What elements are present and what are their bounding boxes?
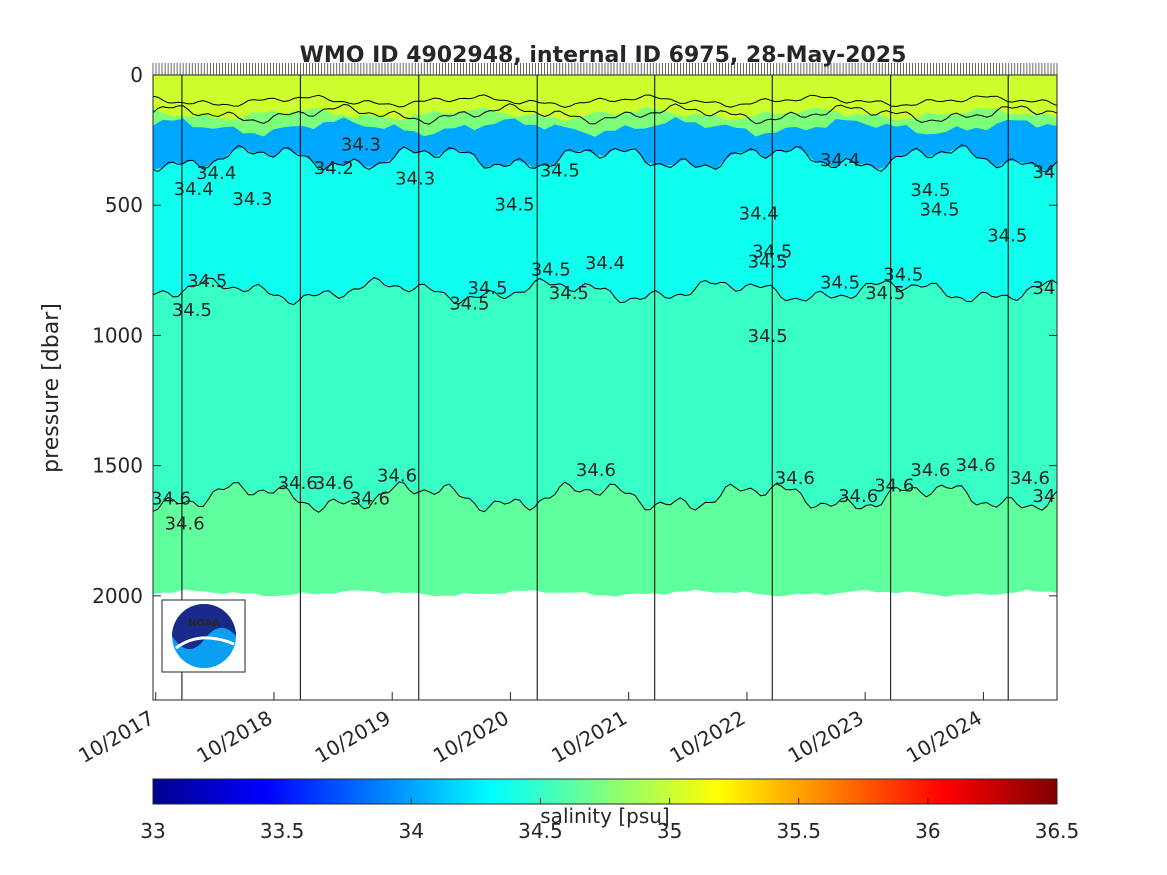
salinity-layer-34.3-34.5	[153, 146, 1057, 305]
y-tick-label: 1000	[92, 323, 143, 347]
contour-label: 34.5	[449, 293, 489, 314]
contour-label: 34.5	[549, 283, 589, 304]
contour-label: 34.6	[350, 489, 390, 510]
contour-label: 34.5	[883, 265, 923, 286]
contour-label: 34.5	[187, 271, 227, 292]
x-tick-label: 10/2017	[74, 706, 158, 768]
contour-label: 34.6	[151, 489, 191, 510]
salinity-layer-34.6-34.7	[153, 482, 1057, 597]
contour-line	[153, 481, 1057, 513]
plot-frame	[152, 74, 1058, 701]
contour-label: 34.5	[531, 260, 571, 281]
x-tick-label: 10/2020	[429, 706, 513, 768]
contour-label: 34.6	[775, 468, 815, 489]
contour-label: 34.6	[956, 455, 996, 476]
contour-label: 34.6	[1032, 486, 1072, 507]
contour-label: 34.5	[172, 300, 212, 321]
contour-label: 34.3	[232, 189, 272, 210]
colorbar-label: salinity [psu]	[540, 804, 669, 828]
colorbar-ticks: 33 33.5 34 34.5 35 35.5 36 36.5	[140, 798, 1079, 843]
x-tick-label: 10/2021	[547, 706, 631, 768]
salinity-layer-34.5-34.6	[153, 277, 1057, 512]
contour-label: 34.5	[987, 226, 1027, 247]
contour-label: 34.4	[1032, 162, 1072, 183]
colorbar	[152, 778, 1058, 805]
contour-label: 34.4	[585, 253, 625, 274]
y-axis: 0 500 1000 1500 2000	[92, 63, 1057, 608]
contour-label: 34.6	[838, 486, 878, 507]
contour-label: 34.6	[1010, 468, 1050, 489]
x-tick-label: 10/2023	[784, 706, 868, 768]
colorbar-tick-label: 36.5	[1035, 819, 1080, 843]
contour-label: 34.4	[739, 204, 779, 225]
contour-line	[153, 103, 1057, 125]
x-tick-label: 10/2024	[902, 706, 986, 768]
contour-label: 34.6	[377, 465, 417, 486]
contour-label: 34.3	[341, 135, 381, 156]
colorbar-tick-label: 35.5	[776, 819, 821, 843]
contour-label: 34.5	[919, 200, 959, 221]
y-axis-label: pressure [dbar]	[39, 303, 64, 473]
chart-title: WMO ID 4902948, internal ID 6975, 28-May…	[300, 43, 907, 68]
contour-label: 34.6	[910, 460, 950, 481]
contour-line	[153, 277, 1057, 306]
y-tick-label: 500	[105, 193, 143, 217]
x-tick-label: 10/2019	[311, 706, 395, 768]
colorbar-tick-label: 34	[399, 819, 424, 843]
colorbar-tick-label: 33.5	[260, 819, 305, 843]
colorbar-tick-label: 35	[657, 819, 682, 843]
contour-label: 34.5	[495, 194, 535, 215]
noaa-logo: NOAA	[161, 599, 246, 673]
contour-label: 34.4	[174, 179, 214, 200]
contour-label: 34.5	[1032, 278, 1072, 299]
colorbar-tick-label: 34.5	[518, 819, 563, 843]
colorbar-tick-label: 36	[915, 819, 940, 843]
contour-label: 34.5	[910, 180, 950, 201]
contour-label: 34.6	[278, 473, 318, 494]
contour-label: 34.3	[395, 168, 435, 189]
contour-label: 34.5	[748, 252, 788, 273]
contour-label: 34.6	[874, 476, 914, 497]
contour-line	[153, 94, 1057, 108]
contour-line	[153, 144, 1057, 173]
colorbar-tick-label: 33	[140, 819, 165, 843]
contour-label: 34.5	[820, 273, 860, 294]
contour-label: 34.4	[196, 163, 236, 184]
contour-label: 34.5	[467, 278, 507, 299]
x-axis: 10/2017 10/2018 10/2019 10/2020 10/2021 10/20…	[74, 692, 986, 768]
y-tick-label: 2000	[92, 584, 143, 608]
contour-label: 34.2	[314, 158, 354, 179]
noaa-logo-text: NOAA	[188, 618, 220, 629]
y-tick-label: 1500	[92, 454, 143, 478]
contour-label: 34.4	[820, 150, 860, 171]
x-tick-label: 10/2022	[665, 706, 749, 768]
contour-label: 34.6	[314, 473, 354, 494]
y-tick-label: 0	[130, 63, 143, 87]
plot-overlay	[152, 63, 1058, 700]
contour-label: 34.6	[576, 460, 616, 481]
plot-area: 34.634.634.634.634.634.6 34.6 34.634.634.6…	[151, 75, 1072, 700]
contour-label: 34.5	[865, 283, 905, 304]
contour-label: 34.6	[165, 513, 205, 534]
contour-label: 34.5	[748, 326, 788, 347]
x-tick-label: 10/2018	[192, 706, 276, 768]
contour-label: 34.5	[540, 161, 580, 182]
